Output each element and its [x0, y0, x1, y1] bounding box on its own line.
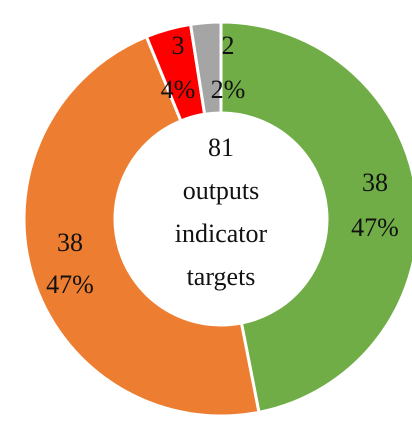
- center-text: indicator: [175, 219, 268, 248]
- percent-label: 4%: [161, 75, 196, 104]
- percent-label: 47%: [351, 213, 399, 242]
- value-label: 38: [57, 228, 83, 257]
- donut-slice: [22, 34, 261, 418]
- center-total: 81: [208, 133, 234, 162]
- donut-slice: [219, 20, 412, 415]
- center-text: targets: [187, 262, 256, 291]
- center-text: outputs: [183, 176, 260, 205]
- value-label: 38: [362, 168, 388, 197]
- percent-label: 2%: [211, 75, 246, 104]
- percent-label: 47%: [46, 270, 94, 299]
- value-label: 2: [222, 31, 235, 60]
- donut-slice: [188, 20, 223, 116]
- value-label: 3: [172, 31, 185, 60]
